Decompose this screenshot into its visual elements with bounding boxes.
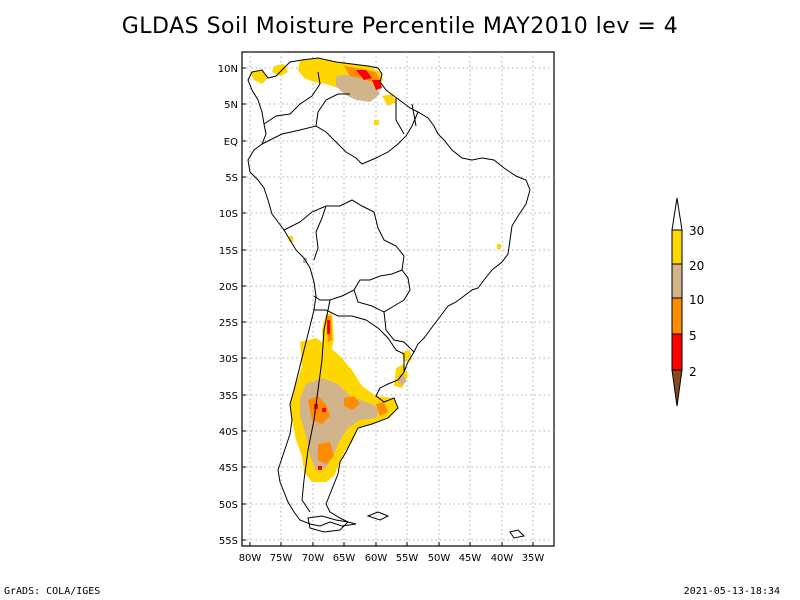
lon-label: 80W [239, 553, 262, 564]
axis-ticks [242, 67, 534, 546]
lat-label: 35S [219, 391, 238, 402]
lat-label: EQ [224, 137, 238, 148]
colorbar-arrow-bottom [671, 369, 683, 407]
lat-label: 15S [219, 246, 238, 257]
lat-label: 5N [224, 100, 238, 111]
percentile-shading [250, 58, 501, 482]
lon-label: 75W [270, 553, 293, 564]
lat-label: 25S [219, 318, 238, 329]
islands [307, 511, 526, 539]
colorbar-bin-2-5 [671, 333, 683, 371]
colorbar-bin-5-10 [671, 297, 683, 335]
lon-label: 50W [428, 553, 451, 564]
colorbar-label: 2 [689, 365, 697, 379]
lat-label: 45S [219, 463, 238, 474]
lat-label: 40S [219, 427, 238, 438]
lat-label: 55S [219, 536, 238, 547]
lon-label: 55W [396, 553, 419, 564]
colorbar [671, 197, 683, 407]
lat-label: 10S [219, 209, 238, 220]
lon-label: 35W [522, 553, 545, 564]
map-title: GLDAS Soil Moisture Percentile MAY2010 l… [121, 14, 679, 39]
colorbar-bin-20-30 [671, 229, 683, 265]
footer-timestamp: 2021-05-13-18:34 [683, 586, 780, 597]
lon-label: 40W [491, 553, 514, 564]
footer-credit: GrADS: COLA/IGES [4, 586, 101, 597]
colorbar-label: 10 [689, 293, 704, 307]
colorbar-bin-10-20 [671, 263, 683, 299]
colorbar-label: 30 [689, 224, 704, 238]
colorbar-labels: 30 20 10 5 2 [689, 224, 704, 379]
lon-labels: 80W 75W 70W 65W 60W 55W 50W 45W 40W 35W [239, 553, 545, 564]
lon-label: 60W [365, 553, 388, 564]
lat-label: 30S [219, 354, 238, 365]
lat-labels: 10N 5N EQ 5S 10S 15S 20S 25S 30S 35S 40S… [218, 64, 238, 547]
lon-label: 70W [302, 553, 325, 564]
lat-label: 5S [225, 173, 238, 184]
colorbar-label: 5 [689, 329, 697, 343]
colorbar-arrow-top [671, 197, 683, 231]
lon-label: 65W [333, 553, 356, 564]
lat-label: 50S [219, 500, 238, 511]
lon-label: 45W [459, 553, 482, 564]
coastlines [247, 57, 531, 527]
colorbar-label: 20 [689, 259, 704, 273]
lat-label: 20S [219, 282, 238, 293]
map-frame [241, 51, 555, 547]
lat-label: 10N [218, 64, 238, 75]
